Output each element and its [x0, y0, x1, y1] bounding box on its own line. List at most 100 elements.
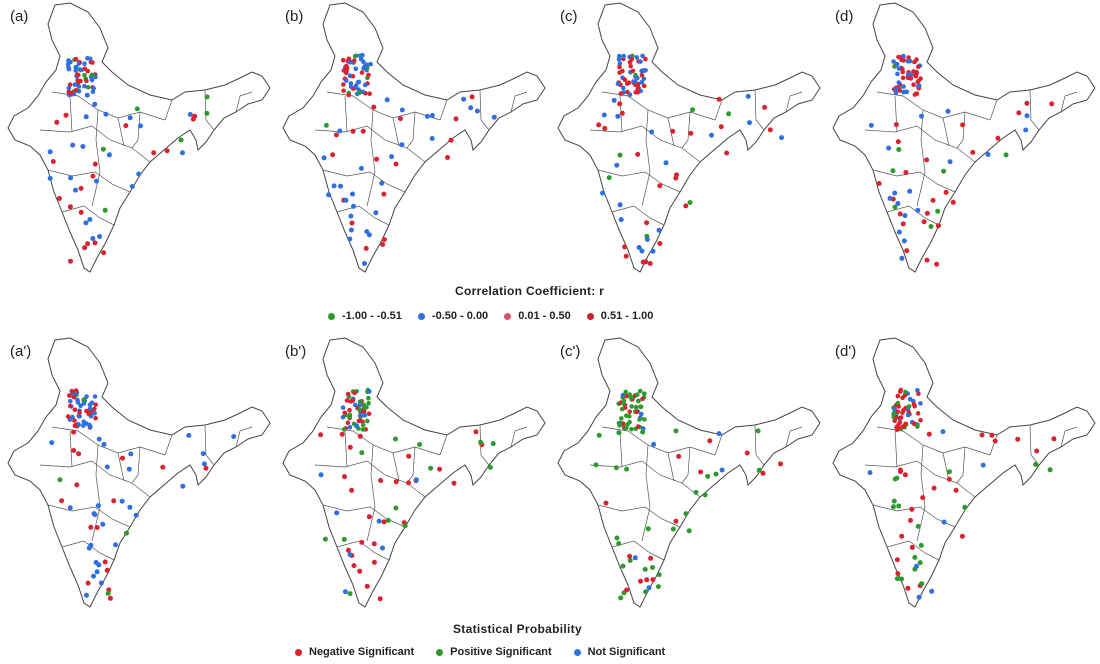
station-dot [65, 414, 71, 419]
station-dot [350, 128, 356, 134]
state-boundary [47, 169, 131, 193]
station-dot [935, 208, 941, 214]
state-boundary [942, 117, 950, 147]
station-dot [68, 398, 73, 404]
station-dot [638, 404, 644, 410]
station-dot [348, 227, 354, 233]
station-dot [657, 241, 663, 246]
station-dot [342, 589, 348, 595]
station-dot [593, 462, 599, 468]
station-dot [187, 112, 193, 117]
legend-dot-icon [586, 312, 594, 320]
legend-label: 0.01 - 0.50 [518, 310, 571, 322]
india-map [282, 337, 546, 608]
state-boundary [641, 444, 651, 542]
station-dot [656, 572, 662, 578]
station-dot [915, 523, 921, 529]
state-boundary [510, 426, 528, 448]
station-dot [641, 83, 647, 89]
state-boundary [916, 109, 926, 207]
station-dot [918, 542, 924, 548]
station-dot [73, 388, 79, 393]
station-dot [90, 236, 96, 241]
station-dot [349, 220, 355, 226]
station-dot [900, 75, 906, 81]
station-dot [100, 521, 106, 527]
station-dot [364, 583, 370, 589]
state-boundary [131, 111, 141, 149]
state-boundary [322, 504, 406, 528]
station-dot [341, 88, 346, 93]
station-dot [896, 147, 902, 152]
station-dot [868, 122, 874, 128]
station-dot [82, 72, 87, 78]
station-dot [85, 85, 91, 90]
station-dot [448, 137, 454, 143]
map-panel-d: (d) [825, 0, 1100, 300]
station-dot [624, 466, 630, 472]
station-dot [333, 132, 339, 138]
station-dot [203, 465, 209, 471]
station-dot [905, 585, 911, 591]
station-dot [892, 190, 898, 196]
state-boundary [956, 446, 966, 484]
station-dot [897, 88, 903, 93]
station-dot [178, 137, 184, 143]
map-panel-b-prime: (b') [275, 335, 550, 635]
india-map [832, 337, 1096, 608]
state-boundary [1029, 424, 1040, 466]
station-dot [353, 66, 359, 72]
station-dot [900, 66, 905, 72]
station-dot [895, 393, 901, 399]
station-dot [911, 69, 916, 74]
station-dot [643, 259, 649, 265]
station-dot [934, 261, 940, 267]
probability-legend-title: Statistical Probability [453, 622, 582, 636]
station-dot [627, 409, 632, 414]
station-dot [896, 229, 902, 235]
station-dot [337, 128, 343, 134]
station-dot [639, 68, 644, 74]
state-boundary [714, 434, 723, 456]
station-dot [928, 224, 934, 229]
station-dot [102, 207, 108, 213]
state-boundary [479, 424, 490, 466]
station-dot [67, 505, 73, 511]
station-dot [901, 408, 906, 413]
station-dot [1015, 436, 1021, 442]
station-dot [78, 403, 83, 409]
station-dot [617, 61, 623, 66]
station-dot [357, 402, 363, 408]
station-dot [362, 82, 368, 88]
station-dot [915, 388, 920, 393]
station-dot [78, 185, 84, 191]
station-dot [613, 465, 619, 471]
station-dot [621, 401, 626, 406]
station-dot [900, 395, 905, 401]
state-boundary [322, 169, 406, 193]
state-boundary [204, 424, 215, 466]
station-dot [894, 576, 900, 582]
station-dot [619, 110, 625, 116]
station-dot [359, 539, 365, 545]
station-dot [638, 578, 643, 584]
station-dot [93, 415, 98, 421]
station-dot [351, 203, 356, 209]
state-boundary [131, 446, 141, 484]
station-dot [47, 149, 53, 155]
station-dot [366, 514, 372, 520]
station-dot [762, 104, 768, 110]
station-dot [633, 404, 639, 410]
station-dot [362, 412, 368, 418]
station-dot [623, 253, 629, 259]
station-dot [69, 388, 75, 394]
station-dot [473, 429, 479, 435]
station-dot [119, 498, 125, 504]
station-dot [629, 404, 634, 409]
station-dot [398, 116, 403, 122]
station-dot [347, 444, 353, 450]
station-dot [70, 142, 76, 148]
station-dot [629, 57, 635, 62]
station-dot [622, 77, 628, 82]
station-dot [318, 432, 324, 438]
